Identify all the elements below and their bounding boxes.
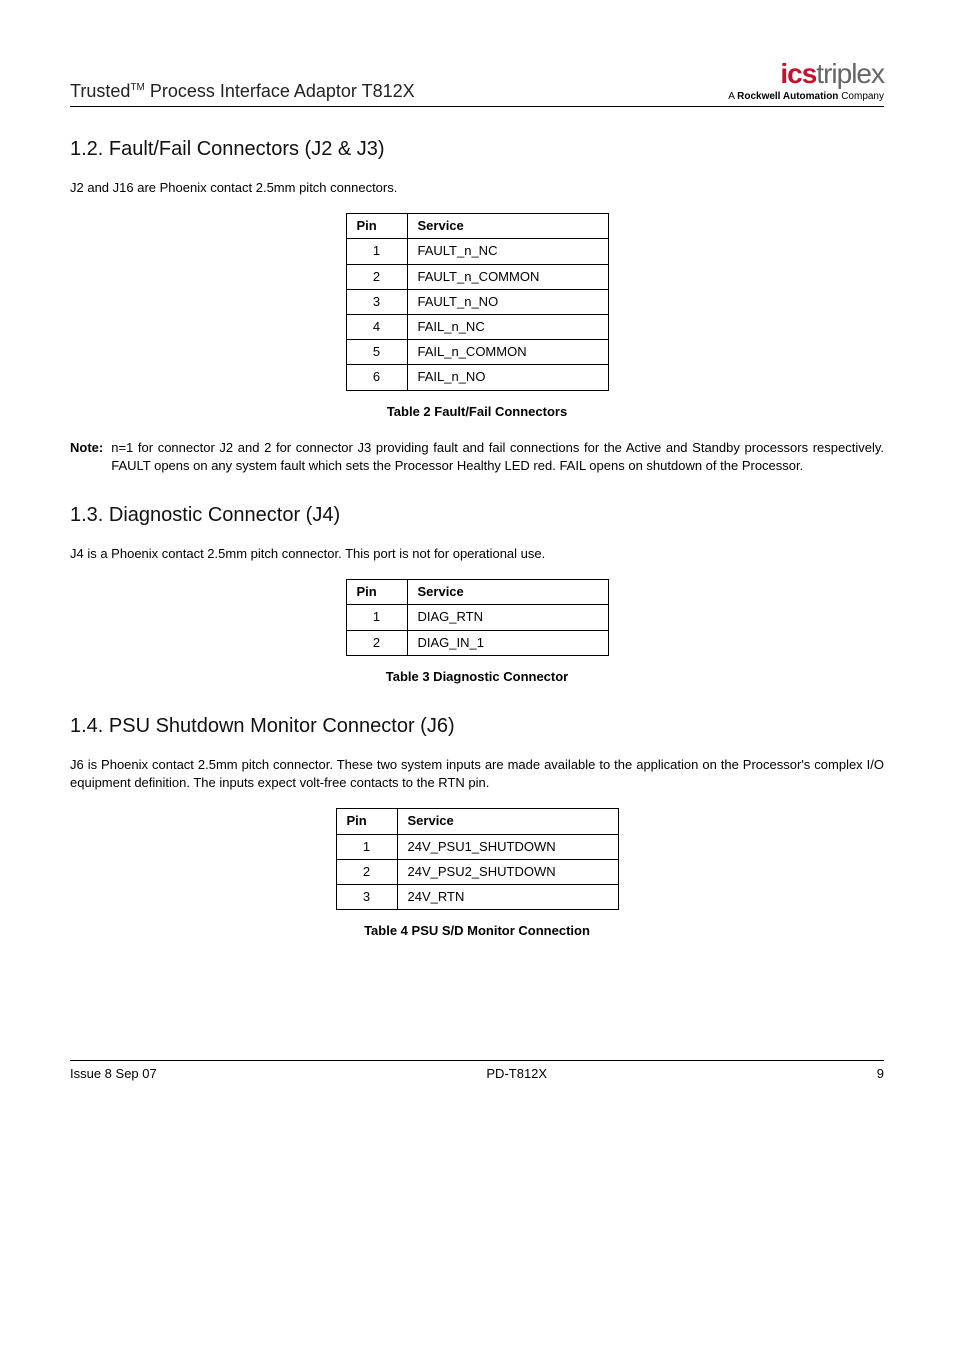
col-service: Service: [407, 214, 608, 239]
footer-right: 9: [877, 1065, 884, 1083]
section-1-2-heading: 1.2. Fault/Fail Connectors (J2 & J3): [70, 135, 884, 163]
table-header-row: Pin Service: [346, 214, 608, 239]
note-block: Note: n=1 for connector J2 and 2 for con…: [70, 439, 884, 475]
logo-top: icstriplex: [728, 60, 884, 88]
diagnostic-table: Pin Service 1DIAG_RTN 2DIAG_IN_1: [346, 579, 609, 656]
section-1-4-heading: 1.4. PSU Shutdown Monitor Connector (J6): [70, 712, 884, 740]
col-pin: Pin: [336, 809, 397, 834]
col-pin: Pin: [346, 580, 407, 605]
section-1-3-heading: 1.3. Diagnostic Connector (J4): [70, 501, 884, 529]
col-service: Service: [397, 809, 618, 834]
page-footer: Issue 8 Sep 07 PD-T812X 9: [70, 1060, 884, 1083]
table-row: 324V_RTN: [336, 884, 618, 909]
section-1-3-intro: J4 is a Phoenix contact 2.5mm pitch conn…: [70, 545, 884, 563]
header-title: TrustedTM Process Interface Adaptor T812…: [70, 79, 415, 104]
table-row: 4FAIL_n_NC: [346, 314, 608, 339]
col-pin: Pin: [346, 214, 407, 239]
logo-subtitle: A Rockwell Automation Company: [728, 90, 884, 104]
table-header-row: Pin Service: [336, 809, 618, 834]
logo-ics: ics: [780, 58, 816, 89]
col-service: Service: [407, 580, 608, 605]
table-row: 1FAULT_n_NC: [346, 239, 608, 264]
table-4-caption: Table 4 PSU S/D Monitor Connection: [70, 922, 884, 940]
section-1-2-intro: J2 and J16 are Phoenix contact 2.5mm pit…: [70, 179, 884, 197]
table-row: 224V_PSU2_SHUTDOWN: [336, 859, 618, 884]
note-label: Note:: [70, 439, 103, 475]
logo: icstriplex A Rockwell Automation Company: [728, 60, 884, 104]
table-header-row: Pin Service: [346, 580, 608, 605]
page-header: TrustedTM Process Interface Adaptor T812…: [70, 60, 884, 107]
table-row: 5FAIL_n_COMMON: [346, 340, 608, 365]
table-3-caption: Table 3 Diagnostic Connector: [70, 668, 884, 686]
table-row: 124V_PSU1_SHUTDOWN: [336, 834, 618, 859]
footer-left: Issue 8 Sep 07: [70, 1065, 157, 1083]
table-row: 3FAULT_n_NO: [346, 289, 608, 314]
table-2-caption: Table 2 Fault/Fail Connectors: [70, 403, 884, 421]
logo-triplex: triplex: [816, 58, 884, 89]
note-body: n=1 for connector J2 and 2 for connector…: [111, 439, 884, 475]
fault-fail-table: Pin Service 1FAULT_n_NC 2FAULT_n_COMMON …: [346, 213, 609, 390]
psu-shutdown-table: Pin Service 124V_PSU1_SHUTDOWN 224V_PSU2…: [336, 808, 619, 910]
table-row: 6FAIL_n_NO: [346, 365, 608, 390]
table-row: 2DIAG_IN_1: [346, 630, 608, 655]
section-1-4-intro: J6 is Phoenix contact 2.5mm pitch connec…: [70, 756, 884, 792]
table-row: 1DIAG_RTN: [346, 605, 608, 630]
table-row: 2FAULT_n_COMMON: [346, 264, 608, 289]
footer-center: PD-T812X: [486, 1065, 547, 1083]
